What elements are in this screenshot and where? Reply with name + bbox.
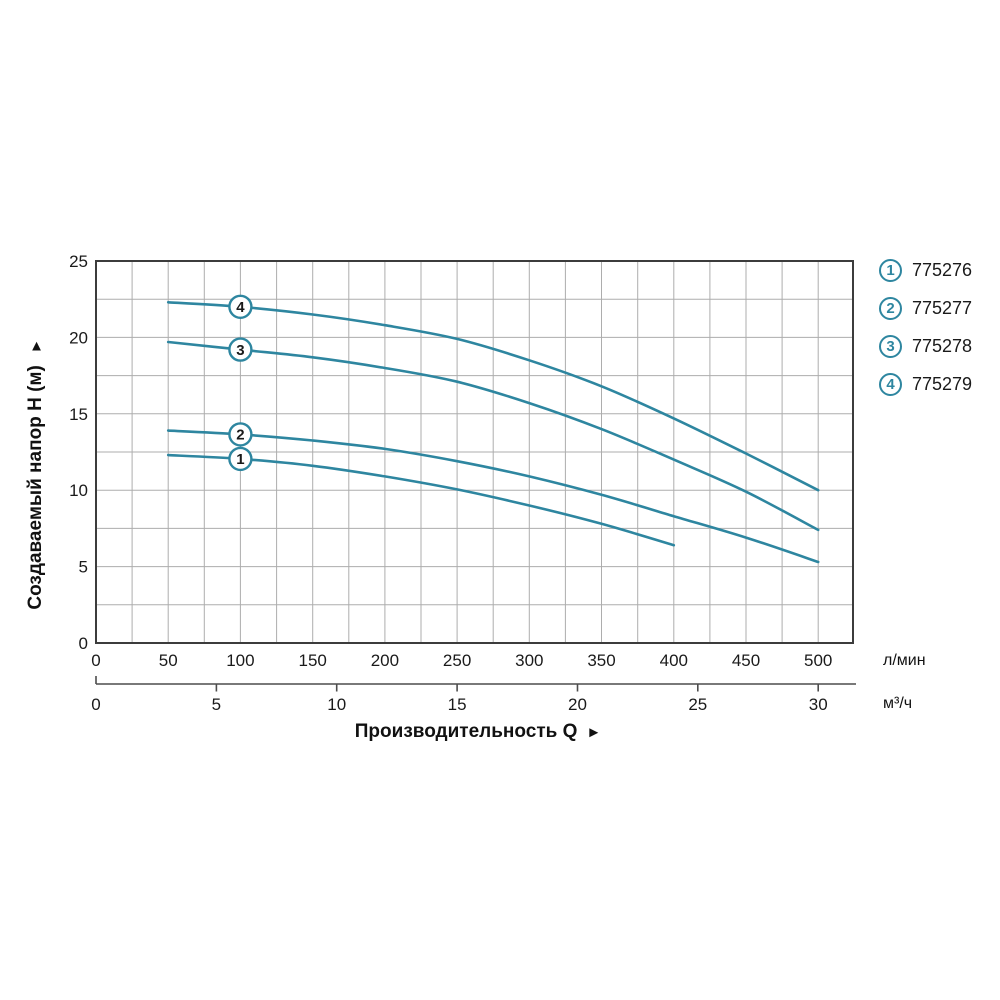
- x-tick-lmin-350: 350: [587, 651, 615, 670]
- curve-marker-circle-4: [228, 294, 253, 319]
- x-tick-lmin-450: 450: [732, 651, 760, 670]
- curve-marker-number-2: 2: [236, 427, 244, 444]
- curve-4-badge: 4: [879, 373, 902, 396]
- x-tick-m3h-25: 25: [688, 695, 707, 714]
- legend: 1 775276 2 775277 3 775278 4 775279: [879, 259, 972, 396]
- y-tick-20: 20: [69, 328, 88, 347]
- x-tick-lmin-400: 400: [660, 651, 688, 670]
- primary-unit-label: л/мин: [883, 652, 926, 669]
- legend-item: 4 775279: [879, 373, 972, 396]
- legend-item: 3 775278: [879, 335, 972, 358]
- product-code-1: 775276: [912, 260, 973, 280]
- x-axis-title: Производительность Q ►: [355, 721, 601, 743]
- curve-3: [166, 340, 820, 532]
- curve-marker-circle-2: [228, 422, 253, 447]
- x-tick-m3h-5: 5: [212, 695, 221, 714]
- x-tick-lmin-100: 100: [226, 651, 254, 670]
- curve-marker-circle-3: [228, 337, 253, 362]
- curve-marker-number-1: 1: [236, 451, 244, 468]
- x-tick-m3h-10: 10: [327, 695, 346, 714]
- x-tick-m3h-15: 15: [448, 695, 467, 714]
- y-axis-title: Создаваемый напор H (м) ▲: [25, 337, 47, 610]
- curve-1-badge: 1: [879, 259, 902, 282]
- x-tick-lmin-200: 200: [371, 651, 399, 670]
- x-tick-m3h-0: 0: [91, 695, 100, 714]
- curve-2: [166, 429, 820, 564]
- right-arrow-icon: ►: [586, 724, 602, 741]
- up-arrow-icon: ▲: [29, 337, 44, 355]
- y-tick-25: 25: [69, 252, 88, 271]
- x-tick-m3h-20: 20: [568, 695, 587, 714]
- x-tick-lmin-250: 250: [443, 651, 471, 670]
- product-code-2: 775277: [912, 298, 973, 318]
- y-axis-title-text: Создаваемый напор H (м): [25, 365, 46, 610]
- x-tick-m3h-30: 30: [809, 695, 828, 714]
- plot-border: [95, 260, 854, 644]
- y-tick-0: 0: [79, 634, 88, 653]
- x-tick-lmin-0: 0: [91, 651, 100, 670]
- curve-marker-number-3: 3: [236, 342, 244, 359]
- legend-item: 2 775277: [879, 297, 972, 320]
- x-tick-lmin-500: 500: [804, 651, 832, 670]
- y-tick-15: 15: [69, 405, 88, 424]
- x-tick-lmin-300: 300: [515, 651, 543, 670]
- x-tick-lmin-50: 50: [159, 651, 178, 670]
- curve-3-badge: 3: [879, 335, 902, 358]
- x-tick-lmin-150: 150: [299, 651, 327, 670]
- curve-2-badge: 2: [879, 297, 902, 320]
- y-tick-10: 10: [69, 481, 88, 500]
- curve-4: [166, 301, 820, 492]
- secondary-unit-label: м³/ч: [883, 695, 913, 712]
- curve-marker-number-4: 4: [236, 299, 245, 316]
- y-tick-5: 5: [79, 558, 88, 577]
- legend-item: 1 775276: [879, 259, 972, 282]
- product-code-4: 775279: [912, 374, 973, 394]
- product-code-3: 775278: [912, 336, 973, 356]
- curve-marker-circle-1: [228, 446, 253, 472]
- x-axis-title-text: Производительность Q: [354, 721, 578, 742]
